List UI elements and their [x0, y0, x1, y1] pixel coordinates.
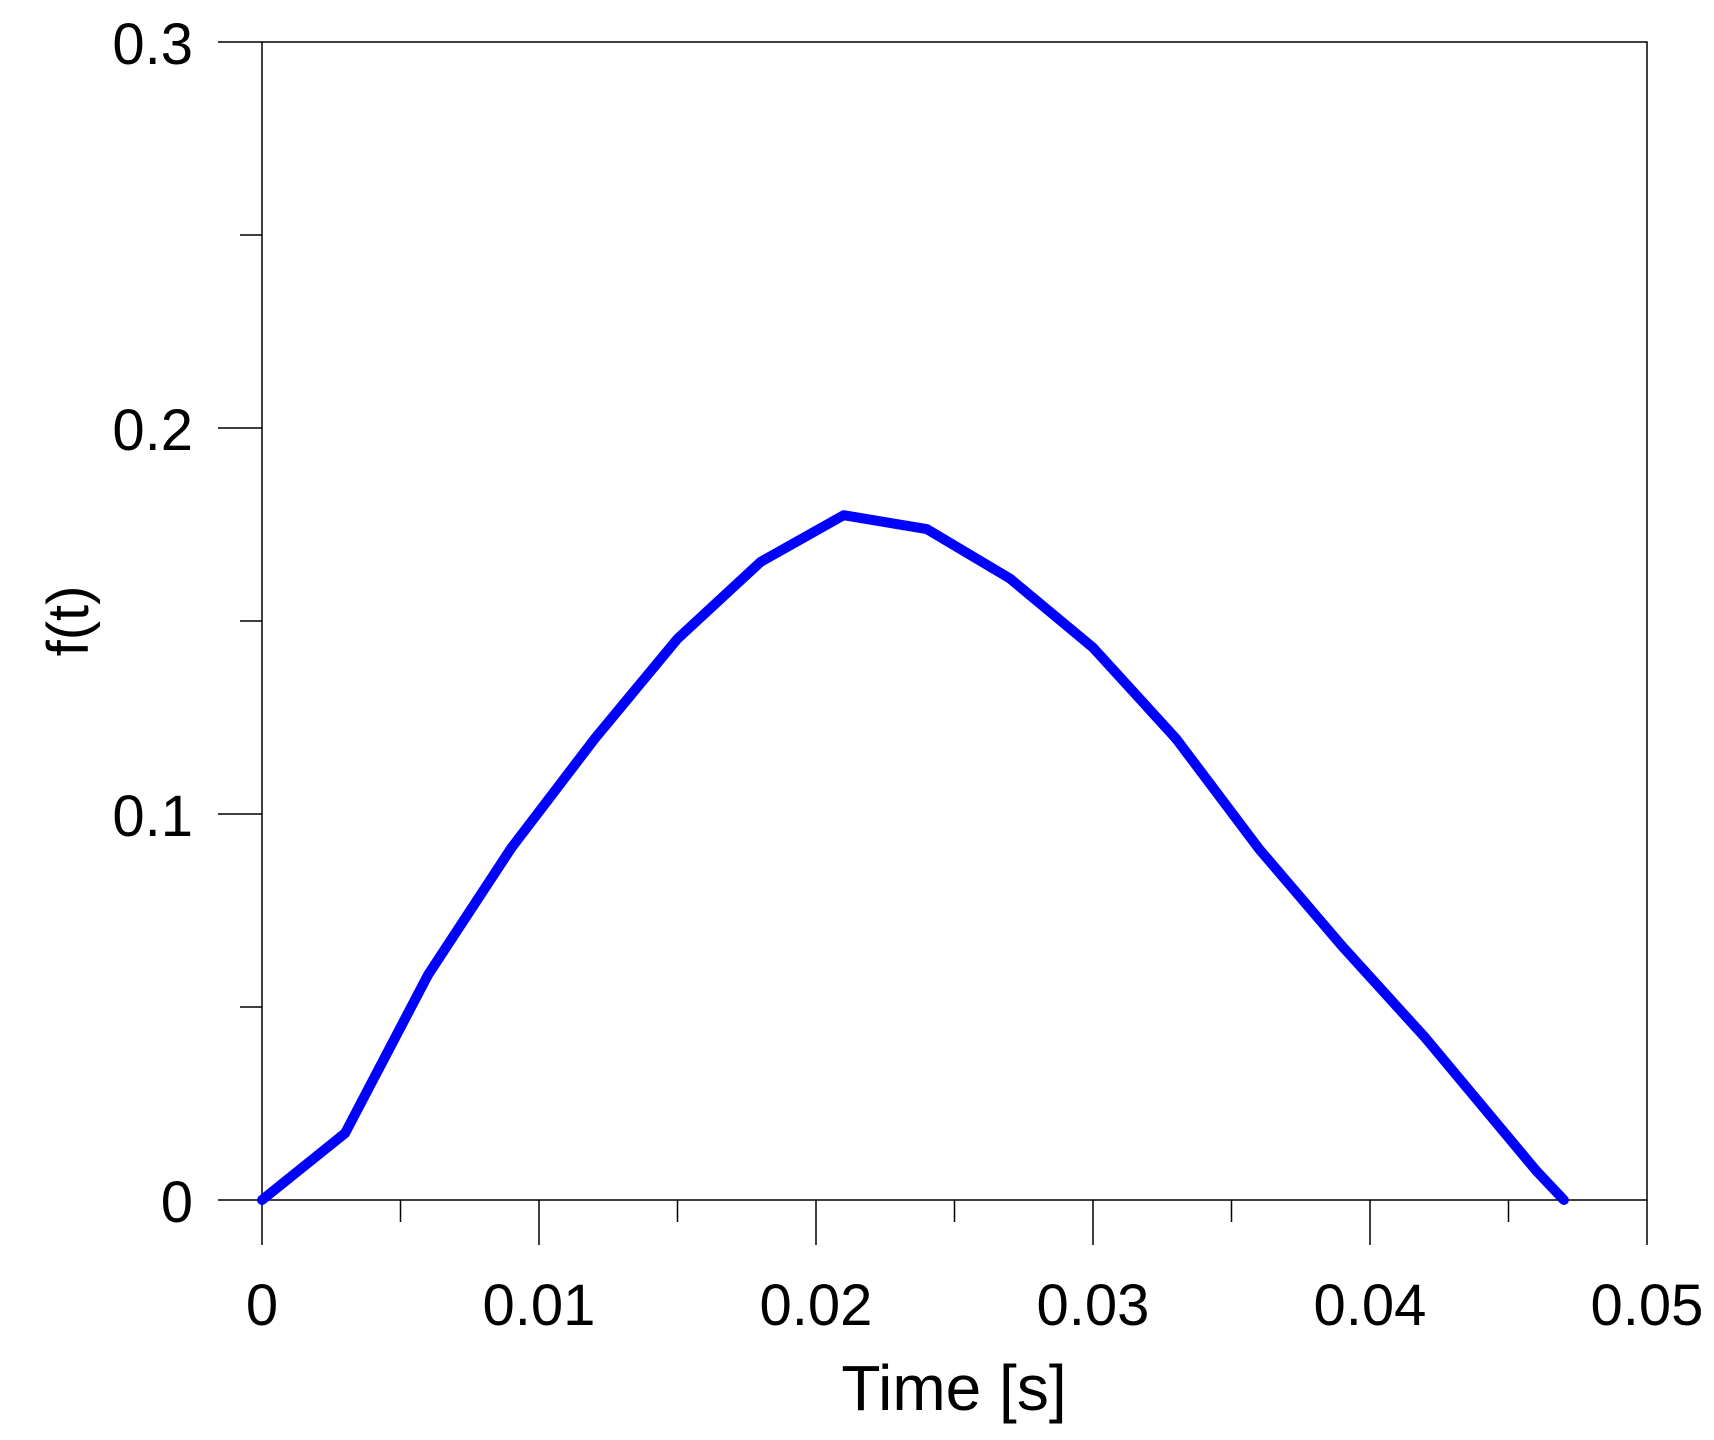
x-axis-label: Time [s]	[841, 1352, 1066, 1424]
series-layer	[257, 510, 1569, 1205]
x-tick-label: 0	[246, 1273, 278, 1338]
y-axis-label: f(t)	[36, 586, 101, 657]
x-tick-label: 0.04	[1314, 1273, 1427, 1338]
y-tick-label: 0	[161, 1170, 193, 1235]
x-tick-label: 0.02	[760, 1273, 873, 1338]
y-axis-ticks: 0 0.1 0.2 0.3	[112, 12, 262, 1235]
plot-frame	[261, 41, 1648, 1201]
y-tick-label: 0.3	[112, 12, 193, 77]
y-tick-label: 0.2	[112, 398, 193, 463]
x-tick-label: 0.03	[1037, 1273, 1150, 1338]
x-tick-label: 0.05	[1591, 1273, 1704, 1338]
y-tick-label: 0.1	[112, 784, 193, 849]
x-tick-label: 0.01	[483, 1273, 596, 1338]
x-axis-ticks: 0 0.01 0.02 0.03 0.04 0.05	[246, 1200, 1704, 1338]
series-line	[257, 510, 1569, 1205]
